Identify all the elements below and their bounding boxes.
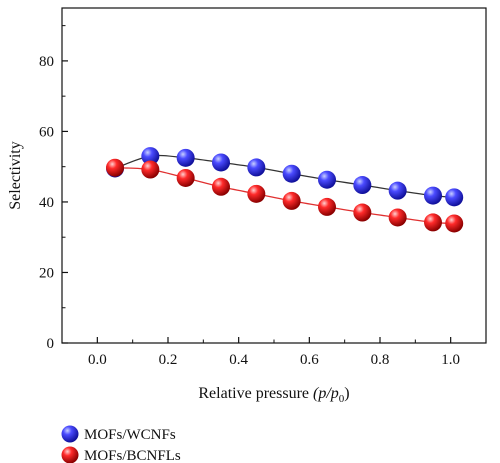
plot-frame bbox=[61, 7, 487, 344]
data-point-series-1 bbox=[106, 158, 124, 177]
y-axis-ticks: 0 20 40 60 80 bbox=[39, 25, 68, 352]
data-point-series-1 bbox=[141, 160, 160, 179]
y-tick-label: 0 bbox=[47, 336, 55, 352]
data-point-series-0 bbox=[318, 170, 336, 189]
data-point-series-0 bbox=[212, 153, 230, 172]
data-point-series-1 bbox=[353, 203, 372, 222]
x-axis-title-text: Relative pressure bbox=[198, 385, 309, 402]
x-tick-label: 0.6 bbox=[300, 352, 319, 368]
legend: MOFs/WCNFs MOFs/BCNFLs bbox=[61, 425, 181, 463]
data-point-series-0 bbox=[282, 164, 301, 183]
y-tick-label: 60 bbox=[39, 124, 54, 140]
x-tick-label: 0.8 bbox=[371, 352, 390, 368]
legend-label-mofs-wcnfs: MOFs/WCNFs bbox=[84, 427, 176, 443]
y-tick-label: 20 bbox=[39, 265, 54, 281]
y-axis-title: Selectivity bbox=[7, 141, 24, 209]
data-point-series-0 bbox=[247, 158, 266, 177]
data-point-series-0 bbox=[424, 186, 442, 205]
x-axis-title: Relative pressure (p/p0) bbox=[198, 385, 349, 405]
data-point-series-1 bbox=[247, 184, 266, 203]
data-point-series-0 bbox=[176, 148, 195, 167]
data-point-series-0 bbox=[353, 176, 372, 195]
x-tick-label: 0.0 bbox=[88, 352, 107, 368]
data-point-series-0 bbox=[141, 147, 160, 166]
x-axis-ticks: 0.0 0.2 0.4 0.6 0.8 1.0 bbox=[61, 337, 487, 368]
data-point-series-0 bbox=[388, 181, 407, 200]
series-layer bbox=[106, 147, 464, 233]
x-tick-label: 0.2 bbox=[159, 352, 178, 368]
data-point-series-1 bbox=[176, 168, 195, 187]
legend-marker-mofs-wcnfs bbox=[61, 425, 79, 443]
data-point-series-1 bbox=[212, 177, 230, 196]
y-tick-label: 80 bbox=[39, 54, 54, 70]
x-tick-label: 1.0 bbox=[441, 352, 460, 368]
data-point-series-1 bbox=[282, 191, 301, 210]
legend-label-mofs-bcnfls: MOFs/BCNFLs bbox=[84, 448, 181, 463]
data-point-series-1 bbox=[318, 197, 336, 216]
x-axis-title-sub: 0 bbox=[339, 393, 345, 405]
data-point-series-1 bbox=[445, 214, 464, 233]
x-tick-label: 0.4 bbox=[229, 352, 248, 368]
data-point-series-1 bbox=[424, 213, 442, 232]
data-point-series-0 bbox=[445, 188, 464, 207]
x-axis-title-var: (p/p bbox=[313, 385, 339, 402]
legend-marker-mofs-bcnfls bbox=[61, 446, 79, 463]
data-point-series-1 bbox=[388, 208, 407, 227]
x-axis-title-close: ) bbox=[344, 385, 349, 402]
y-tick-label: 40 bbox=[39, 195, 54, 211]
